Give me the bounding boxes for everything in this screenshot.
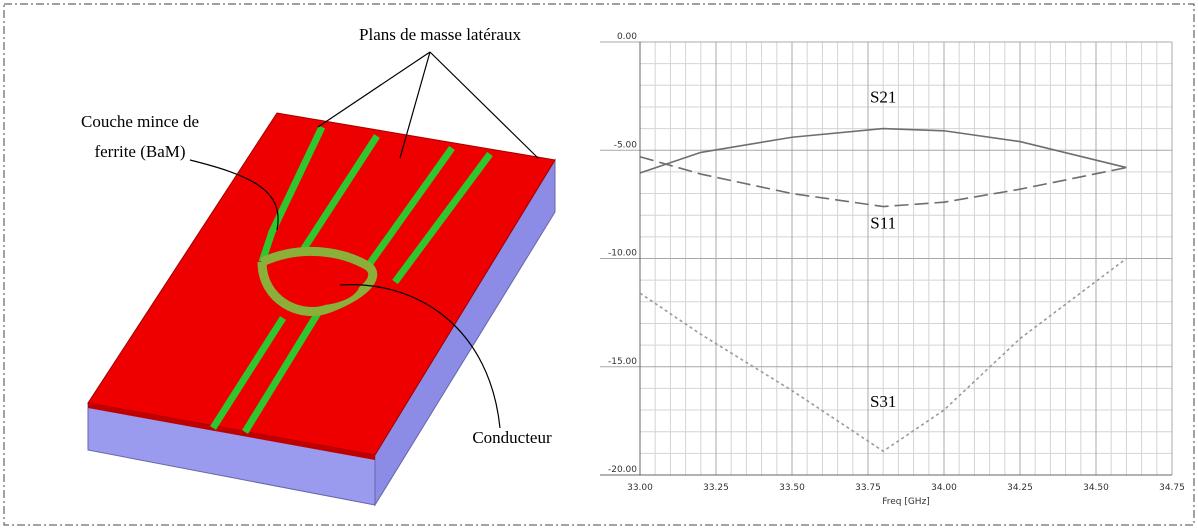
conductor-disk — [276, 261, 360, 305]
label: Conducteur — [472, 428, 552, 447]
chart: 33.00 33.25 33.50 33.75 34.00 34.25 34.50 34.75… — [600, 32, 1185, 507]
x-tick-label: 34.25 — [1007, 483, 1033, 493]
series-label: S11 — [870, 214, 896, 233]
series-label: S21 — [870, 88, 896, 107]
series-label: S31 — [870, 392, 896, 411]
y-tick-label: -20.00 — [608, 465, 637, 475]
x-tick-label: 33.75 — [855, 483, 881, 493]
y-tick-label: -10.00 — [608, 249, 637, 259]
x-tick-label: 33.00 — [627, 483, 653, 493]
label: Couche mince de — [81, 112, 199, 131]
x-axis-label: Freq [GHz] — [882, 497, 930, 507]
x-tick-label: 33.50 — [779, 483, 805, 493]
x-tick-label: 33.25 — [703, 483, 729, 493]
y-tick-label: 0.00 — [617, 32, 637, 42]
label: Plans de masse latéraux — [359, 25, 521, 44]
arrow — [318, 52, 430, 127]
x-tick-label: 34.00 — [931, 483, 957, 493]
y-tick-label: -15.00 — [608, 357, 637, 367]
y-tick-label: -5.00 — [614, 140, 638, 150]
figure: Plans de masse latéraux Couche mince de … — [0, 0, 1198, 529]
label: ferrite (BaM) — [94, 142, 185, 161]
x-tick-label: 34.50 — [1083, 483, 1109, 493]
x-tick-label: 34.75 — [1159, 483, 1185, 493]
device-diagram: Plans de masse latéraux Couche mince de … — [81, 25, 555, 505]
